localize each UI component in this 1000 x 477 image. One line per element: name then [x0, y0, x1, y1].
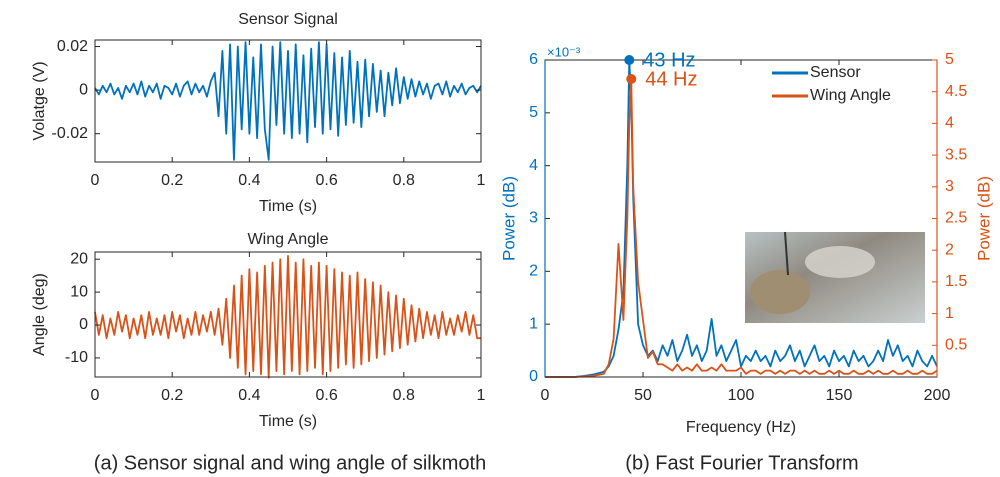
y-tick-label: 0	[79, 81, 88, 98]
x-tick-label: 1	[477, 387, 486, 404]
y-tick-label: -10	[65, 349, 88, 366]
series-line	[94, 41, 482, 161]
y2-tick-label: 3	[945, 178, 954, 195]
x-tick-label: 50	[634, 387, 652, 404]
x-tick-label: 0.4	[238, 387, 260, 404]
x-axis-label: Time (s)	[259, 198, 317, 215]
y-tick-label: 2	[529, 263, 538, 280]
y-tick-label: 0	[79, 316, 88, 333]
x-tick-label: 0.2	[161, 387, 183, 404]
x-tick-label: 0.8	[393, 172, 415, 189]
chart-title: Sensor Signal	[238, 11, 338, 28]
y2-tick-label: 4	[945, 115, 954, 132]
y2-tick-label: 5	[945, 51, 954, 68]
y2-tick-label: 0.5	[945, 337, 967, 354]
annotation-label: 43 Hz	[643, 49, 695, 71]
caption: (b) Fast Fourier Transform	[625, 452, 858, 474]
series-line	[94, 255, 481, 379]
x-tick-label: 0	[91, 387, 100, 404]
axis-box	[544, 59, 938, 378]
y-axis-label: Volatge (V)	[31, 61, 48, 140]
y2-tick-label: 3.5	[945, 146, 967, 163]
y-tick-label: 0.02	[57, 38, 88, 55]
y-tick-label: 1	[529, 315, 538, 332]
caption: (a) Sensor signal and wing angle of silk…	[94, 452, 486, 474]
legend-label: Wing Angle	[810, 87, 891, 104]
x-tick-label: 100	[728, 387, 755, 404]
x-axis-label: Time (s)	[259, 413, 317, 430]
y-axis-label: Power (dB)	[499, 176, 518, 261]
annotation-label: 44 Hz	[645, 68, 697, 90]
y-exponent: ×10⁻³	[547, 44, 581, 59]
series-line	[545, 78, 938, 378]
y2-tick-label: 1.5	[945, 273, 967, 290]
x-tick-label: 0	[541, 387, 550, 404]
y-tick-label: 6	[529, 51, 538, 68]
x-tick-label: 0.4	[238, 172, 260, 189]
y-tick-label: -0.02	[52, 125, 89, 142]
y-tick-label: 4	[529, 157, 538, 174]
y2-tick-label: 1	[945, 305, 954, 322]
chart-title: Wing Angle	[248, 231, 329, 248]
x-tick-label: 0.6	[315, 172, 337, 189]
annotation-point	[626, 74, 637, 85]
y2-tick-label: 2.5	[945, 210, 967, 227]
x-tick-label: 150	[826, 387, 853, 404]
y-tick-label: 20	[70, 250, 88, 267]
axis-box	[94, 39, 482, 163]
x-tick-label: 0.8	[393, 387, 415, 404]
x-axis-label: Frequency (Hz)	[686, 419, 796, 436]
y-axis-label: Angle (deg)	[31, 273, 48, 356]
y2-tick-label: 2	[945, 241, 954, 258]
x-tick-label: 200	[924, 387, 951, 404]
series-line	[545, 59, 938, 378]
y-tick-label: 5	[529, 104, 538, 121]
x-tick-label: 1	[477, 172, 486, 189]
x-tick-label: 0	[91, 172, 100, 189]
annotation-point	[624, 55, 635, 65]
y-tick-label: 10	[70, 283, 88, 300]
y2-tick-label: 4.5	[945, 83, 967, 100]
axis-box	[94, 251, 482, 378]
x-tick-label: 0.2	[161, 172, 183, 189]
inset-photo	[745, 231, 925, 323]
x-tick-label: 0.6	[315, 387, 337, 404]
y2-axis-label: Power (dB)	[974, 176, 993, 261]
y-tick-label: 0	[529, 368, 538, 385]
legend-label: Sensor	[810, 64, 861, 81]
y-tick-label: 3	[529, 210, 538, 227]
